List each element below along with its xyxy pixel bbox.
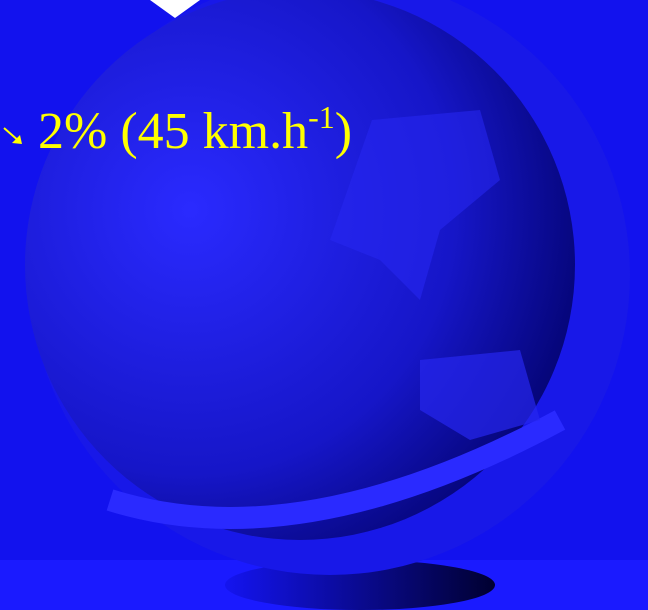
globe-stand — [106, 410, 566, 529]
trend-arrow — [3, 127, 22, 144]
continent — [420, 350, 540, 440]
continent — [330, 110, 500, 300]
closing-paren: ) — [335, 103, 352, 160]
superscript: -1 — [308, 99, 335, 135]
rate-text: 2% (45 km.h-1) — [38, 99, 352, 160]
rate-value: 2% (45 km.h — [38, 103, 308, 160]
arrow-head — [150, 0, 200, 18]
